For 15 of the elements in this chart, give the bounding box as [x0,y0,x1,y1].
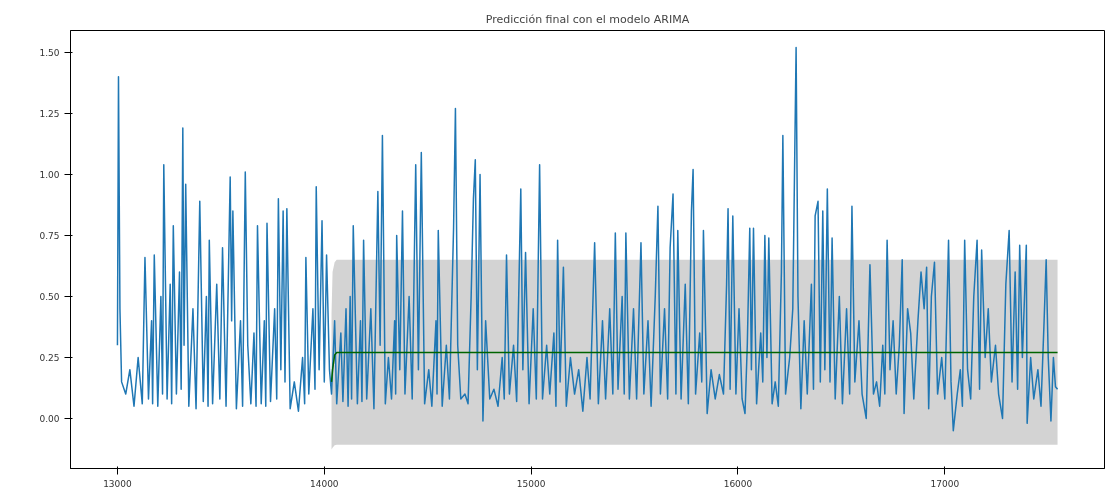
x-tick-label: 17000 [930,478,960,489]
x-tick-label: 15000 [516,478,546,489]
chart-title: Predicción final con el modelo ARIMA [485,12,690,26]
x-tick-label: 13000 [103,478,133,489]
y-tick-label: 0.25 [39,352,60,363]
y-tick-label: 0.00 [39,413,60,424]
line-series [330,351,1059,383]
x-tick-label: 16000 [723,478,753,489]
x-tick-label: 14000 [309,478,339,489]
y-tick-label: 1.00 [39,169,60,180]
y-tick-label: 0.75 [39,230,60,241]
y-tick-label: 1.25 [39,108,60,119]
y-tick-label: 0.50 [39,291,60,302]
y-tick-label: 1.50 [39,47,60,58]
line-series [116,46,1059,432]
